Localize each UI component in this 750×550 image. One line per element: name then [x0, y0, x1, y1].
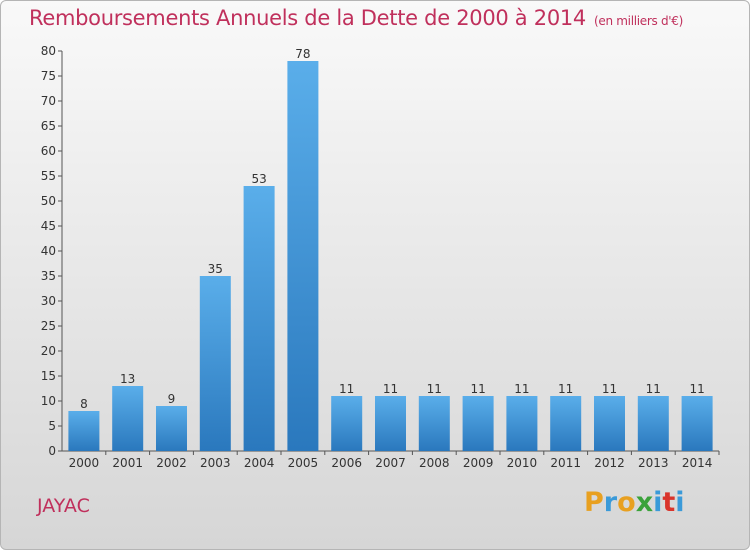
bar-value-label: 11: [689, 382, 704, 396]
y-tick-label: 80: [41, 44, 56, 58]
y-tick-label: 10: [41, 394, 56, 408]
bar: [637, 396, 669, 451]
bar: [594, 396, 625, 451]
chart-title: Remboursements Annuels de la Dette de 20…: [29, 6, 683, 30]
bar: [112, 386, 144, 451]
bar-value-label: 11: [339, 382, 354, 396]
y-tick-label: 65: [41, 119, 56, 133]
chart-unit: (en milliers d'€): [594, 14, 684, 28]
bar-value-label: 11: [470, 382, 485, 396]
bar-value-label: 9: [168, 392, 176, 406]
logo-letter: x: [635, 487, 654, 518]
y-tick-label: 40: [41, 244, 56, 258]
x-tick-label: 2005: [288, 456, 319, 470]
y-tick-label: 70: [41, 94, 56, 108]
bars: 8 13 9 35 53 78 11 11 11 11 11 11 11 11 11: [68, 47, 713, 451]
x-tick-label: 2011: [550, 456, 581, 470]
bar-value-label: 35: [208, 262, 223, 276]
logo-letter: i: [653, 487, 663, 518]
x-tick-label: 2012: [594, 456, 625, 470]
bar: [550, 396, 582, 451]
bar: [68, 411, 100, 451]
y-tick-label: 20: [41, 344, 56, 358]
bar-value-label: 78: [295, 47, 310, 61]
y-tick-label: 35: [41, 269, 56, 283]
bar-value-label: 11: [427, 382, 442, 396]
x-tick-label: 2010: [507, 456, 538, 470]
y-tick-label: 60: [41, 144, 56, 158]
y-tick-label: 0: [48, 444, 56, 458]
x-tick-label: 2008: [419, 456, 450, 470]
y-tick-label: 30: [41, 294, 56, 308]
y-tick-label: 25: [41, 319, 56, 333]
bar-value-label: 11: [558, 382, 573, 396]
y-tick-label: 75: [41, 69, 56, 83]
bar-value-label: 8: [80, 397, 88, 411]
x-tick-label: 2004: [244, 456, 275, 470]
bar: [506, 396, 538, 451]
title-text: Remboursements Annuels de la Dette de 20…: [29, 6, 586, 30]
x-tick-label: 2007: [375, 456, 406, 470]
logo-letter: i: [675, 487, 685, 518]
bar: [375, 396, 406, 451]
y-tick-label: 15: [41, 369, 56, 383]
logo-letter: t: [662, 487, 676, 518]
x-tick-label: 2000: [69, 456, 100, 470]
bar: [243, 186, 275, 451]
bar-value-label: 53: [251, 172, 266, 186]
bar-value-label: 11: [514, 382, 529, 396]
logo-letter: P: [584, 487, 604, 518]
bar: [462, 396, 494, 451]
x-tick-label: 2009: [463, 456, 494, 470]
bar: [331, 396, 363, 451]
bar: [418, 396, 450, 451]
x-tick-label: 2003: [200, 456, 231, 470]
bar: [287, 61, 319, 451]
bar-value-label: 13: [120, 372, 135, 386]
x-tick-label: 2013: [638, 456, 669, 470]
bar-value-label: 11: [646, 382, 661, 396]
axes: 0 5 10 15 20 25 30 35 40 45 50 55 60 65 70 75 80 2000 2001…: [41, 44, 720, 470]
y-tick-label: 5: [48, 419, 56, 433]
proxiti-logo: Proxiti: [584, 487, 685, 518]
commune-name: JAYAC: [37, 495, 90, 517]
x-tick-label: 2014: [682, 456, 713, 470]
bar-value-label: 11: [602, 382, 617, 396]
logo-letter: r: [603, 487, 618, 518]
y-tick-label: 45: [41, 219, 56, 233]
x-tick-label: 2002: [156, 456, 187, 470]
bar: [681, 396, 713, 451]
x-tick-label: 2006: [331, 456, 362, 470]
y-tick-label: 55: [41, 169, 56, 183]
logo-letter: o: [617, 487, 636, 518]
y-tick-label: 50: [41, 194, 56, 208]
bar-value-label: 11: [383, 382, 398, 396]
bar: [156, 406, 187, 451]
x-tick-label: 2001: [112, 456, 143, 470]
bar: [199, 276, 231, 451]
